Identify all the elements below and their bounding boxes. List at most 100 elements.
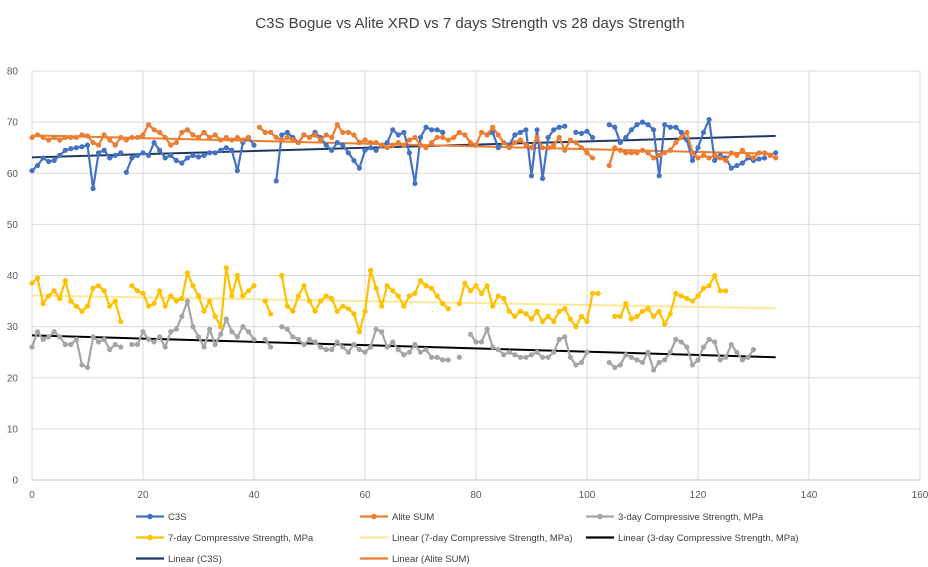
data-point-c3s	[712, 157, 718, 164]
data-point-alite-sum	[240, 137, 246, 143]
data-point-7-day-compressive-strength-mpa	[617, 313, 623, 319]
data-point-7-day-compressive-strength-mpa	[417, 278, 424, 284]
data-point-alite-sum	[651, 155, 657, 161]
data-point-3-day-compressive-strength-mpa	[573, 362, 579, 368]
data-point-c3s	[606, 122, 612, 128]
data-point-c3s	[29, 168, 35, 174]
y-tick-label: 80	[7, 67, 19, 78]
data-point-7-day-compressive-strength-mpa	[345, 306, 351, 312]
data-point-3-day-compressive-strength-mpa	[628, 354, 635, 360]
data-point-c3s	[734, 162, 740, 169]
data-point-7-day-compressive-strength-mpa	[478, 290, 485, 296]
data-point-3-day-compressive-strength-mpa	[717, 357, 723, 363]
data-point-c3s	[57, 152, 63, 158]
data-point-c3s	[140, 150, 146, 156]
data-point-7-day-compressive-strength-mpa	[34, 275, 41, 281]
data-point-3-day-compressive-strength-mpa	[623, 352, 629, 358]
data-point-alite-sum	[90, 139, 96, 146]
data-point-3-day-compressive-strength-mpa	[429, 354, 435, 360]
y-tick-label: 0	[12, 476, 18, 487]
data-point-alite-sum	[268, 129, 274, 135]
data-point-c3s	[651, 127, 657, 133]
data-point-3-day-compressive-strength-mpa	[268, 344, 274, 350]
data-point-3-day-compressive-strength-mpa	[212, 341, 218, 348]
data-point-7-day-compressive-strength-mpa	[168, 293, 174, 299]
data-point-3-day-compressive-strength-mpa	[567, 354, 573, 360]
data-point-3-day-compressive-strength-mpa	[728, 341, 734, 348]
data-point-alite-sum	[401, 142, 407, 148]
data-point-7-day-compressive-strength-mpa	[678, 293, 684, 299]
data-point-c3s	[51, 157, 57, 164]
data-point-7-day-compressive-strength-mpa	[384, 283, 390, 289]
data-point-3-day-compressive-strength-mpa	[118, 344, 124, 350]
data-point-alite-sum	[589, 155, 596, 161]
data-point-alite-sum	[351, 132, 357, 138]
data-point-c3s	[107, 155, 113, 161]
data-point-3-day-compressive-strength-mpa	[251, 336, 257, 343]
data-point-7-day-compressive-strength-mpa	[695, 293, 701, 299]
data-point-c3s	[373, 147, 379, 153]
data-point-c3s	[40, 155, 46, 161]
data-point-7-day-compressive-strength-mpa	[584, 318, 590, 325]
data-point-c3s	[218, 147, 224, 153]
data-point-7-day-compressive-strength-mpa	[462, 280, 468, 286]
data-point-alite-sum	[234, 134, 240, 141]
data-point-3-day-compressive-strength-mpa	[29, 344, 35, 350]
data-point-7-day-compressive-strength-mpa	[90, 285, 96, 291]
data-point-7-day-compressive-strength-mpa	[567, 316, 573, 322]
data-point-7-day-compressive-strength-mpa	[157, 288, 163, 294]
data-point-7-day-compressive-strength-mpa	[179, 295, 185, 302]
data-point-3-day-compressive-strength-mpa	[190, 324, 196, 330]
data-point-3-day-compressive-strength-mpa	[678, 339, 684, 345]
data-point-3-day-compressive-strength-mpa	[173, 326, 179, 332]
data-point-3-day-compressive-strength-mpa	[745, 354, 751, 360]
data-point-alite-sum	[606, 162, 612, 169]
data-point-7-day-compressive-strength-mpa	[578, 313, 585, 319]
data-point-alite-sum	[112, 142, 118, 148]
x-tick-label: 140	[801, 490, 818, 501]
data-point-alite-sum	[207, 134, 213, 141]
chart-title: C3S Bogue vs Alite XRD vs 7 days Strengt…	[255, 15, 684, 32]
data-point-3-day-compressive-strength-mpa	[134, 341, 141, 348]
data-point-c3s	[540, 175, 546, 181]
series-alite-sum	[29, 122, 779, 169]
data-point-alite-sum	[423, 145, 429, 151]
data-point-alite-sum	[312, 132, 318, 138]
data-point-c3s	[773, 150, 779, 156]
data-point-alite-sum	[284, 134, 290, 141]
data-point-c3s	[367, 145, 374, 151]
data-point-alite-sum	[123, 137, 129, 143]
data-point-alite-sum	[256, 124, 263, 130]
series-7-day-compressive-strength-mpa	[29, 265, 729, 335]
data-point-3-day-compressive-strength-mpa	[84, 364, 91, 371]
data-point-c3s	[762, 155, 768, 161]
data-point-alite-sum	[29, 134, 35, 141]
data-point-alite-sum	[662, 150, 668, 156]
data-point-c3s	[495, 145, 501, 151]
y-tick-label: 40	[7, 271, 19, 282]
data-point-7-day-compressive-strength-mpa	[218, 324, 224, 330]
legend-item-3-day-compressive-strength-mpa: 3-day Compressive Strength, MPa	[586, 512, 764, 523]
data-point-3-day-compressive-strength-mpa	[379, 329, 385, 335]
data-point-3-day-compressive-strength-mpa	[351, 341, 357, 348]
data-point-alite-sum	[62, 134, 68, 141]
data-point-c3s	[512, 132, 518, 138]
data-point-alite-sum	[490, 124, 496, 130]
data-point-c3s	[728, 165, 734, 171]
data-point-alite-sum	[329, 134, 335, 141]
data-point-c3s	[689, 157, 696, 164]
data-point-7-day-compressive-strength-mpa	[523, 311, 529, 317]
data-point-c3s	[551, 127, 557, 133]
data-point-alite-sum	[129, 134, 135, 141]
data-point-alite-sum	[406, 137, 412, 143]
x-tick-label: 40	[248, 490, 260, 501]
data-point-7-day-compressive-strength-mpa	[234, 272, 240, 279]
data-point-alite-sum	[540, 145, 546, 151]
data-point-7-day-compressive-strength-mpa	[62, 278, 68, 284]
data-point-7-day-compressive-strength-mpa	[134, 288, 141, 294]
legend-label: C3S	[168, 512, 186, 523]
data-point-alite-sum	[195, 134, 202, 141]
y-tick-label: 60	[7, 169, 19, 180]
legend-marker	[371, 513, 377, 520]
data-point-7-day-compressive-strength-mpa	[390, 288, 396, 294]
